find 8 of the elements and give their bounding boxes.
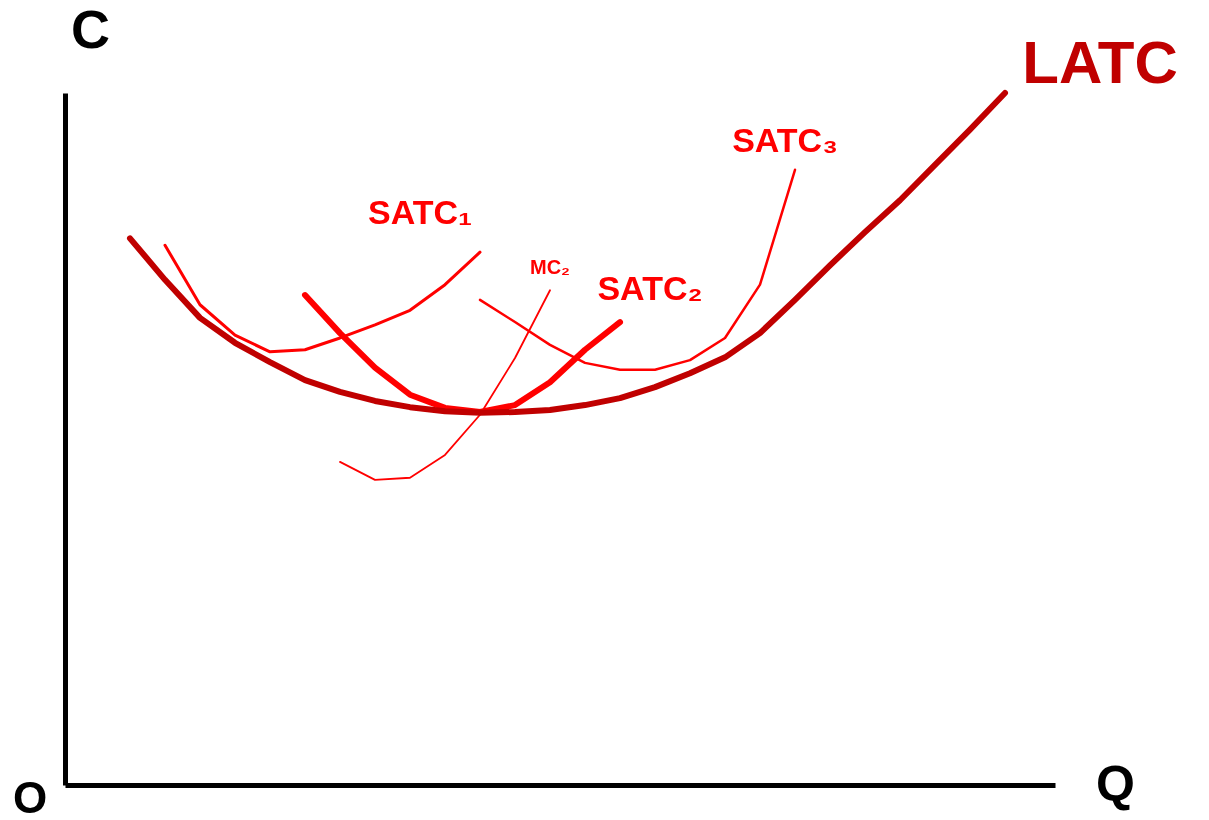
series-label: SATC₁ xyxy=(367,193,473,232)
series-label: SATC₂ xyxy=(597,269,703,308)
y-axis-title: C xyxy=(71,0,110,59)
series-label: MC₂ xyxy=(530,256,570,279)
text: O xyxy=(12,773,48,820)
series-label: SATC₃ xyxy=(732,120,838,159)
series-label: LATC xyxy=(1022,29,1178,96)
x-axis-title: Q xyxy=(1096,755,1135,812)
